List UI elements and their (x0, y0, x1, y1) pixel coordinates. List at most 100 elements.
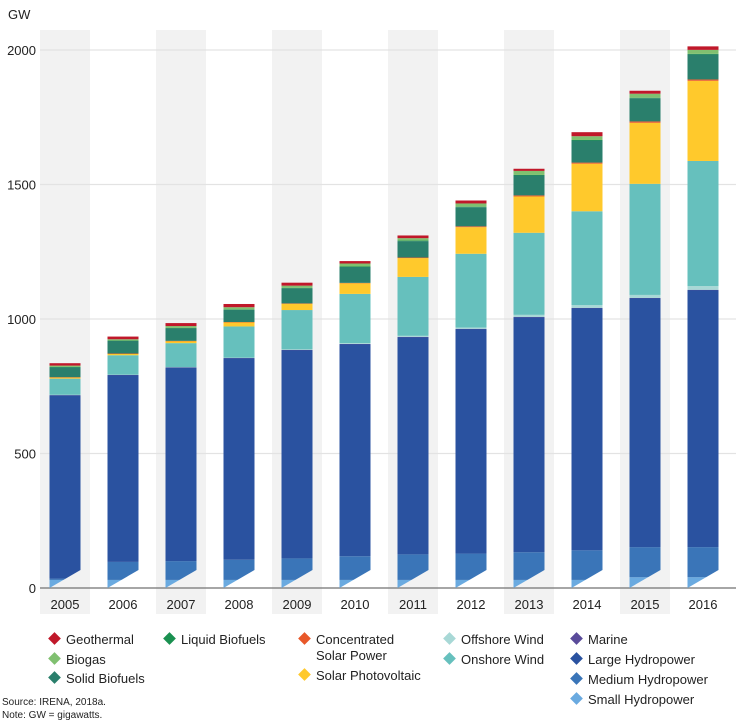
bar-segment-biogas (571, 136, 603, 140)
bar-segment-large-hydropower (629, 298, 661, 548)
bar-segment-biogas (455, 203, 487, 207)
legend-label: Marine (588, 632, 628, 647)
bar-segment-medium-hydropower (687, 547, 719, 578)
bar-segment-solar-photovoltaic (165, 340, 197, 344)
bar-segment-biogas (629, 93, 661, 98)
bar-segment-solar-photovoltaic (223, 322, 255, 327)
bar-2006 (107, 336, 139, 588)
bar-segment-large-hydropower (513, 317, 545, 553)
bar-segment-solid-biofuels (165, 328, 197, 341)
legend-label: Solar Photovoltaic (316, 668, 421, 683)
x-tick-label: 2007 (167, 597, 196, 612)
legend-item: Geothermal (48, 632, 134, 648)
bar-segment-solid-biofuels (339, 267, 371, 283)
bar-segment-onshore-wind (571, 211, 603, 306)
y-tick-label: 2000 (7, 43, 36, 58)
legend-label: Onshore Wind (461, 652, 545, 667)
legend-item: Marine (570, 632, 628, 648)
bar-segment-liquid-biofuels (513, 174, 545, 176)
bar-segment-medium-hydropower (455, 553, 487, 580)
legend-label: Geothermal (66, 632, 134, 647)
x-tick-label: 2008 (225, 597, 254, 612)
bar-segment-onshore-wind (165, 343, 197, 368)
bar-segment-biogas (513, 170, 545, 175)
bar-segment-onshore-wind (513, 232, 545, 315)
bar-segment-solid-biofuels (687, 54, 719, 80)
bar-segment-geothermal (571, 132, 603, 137)
bar-segment-concentrated-solar-power (629, 121, 661, 123)
bar-segment-geothermal (339, 261, 371, 264)
bar-segment-large-hydropower (687, 289, 719, 548)
y-tick-label: 500 (14, 447, 36, 462)
diamond-marker-icon (570, 652, 583, 665)
bar-segment-solar-photovoltaic (571, 163, 603, 212)
diamond-marker-icon (443, 632, 456, 645)
bar-segment-large-hydropower (397, 337, 429, 555)
bar-segment-large-hydropower (107, 374, 139, 562)
bar-segment-geothermal (107, 336, 139, 340)
legend-item: Large Hydropower (570, 652, 695, 668)
bar-2012 (455, 200, 487, 588)
bar-segment-concentrated-solar-power (397, 257, 429, 259)
gw-note: Note: GW = gigawatts. (2, 710, 103, 721)
bar-segment-onshore-wind (49, 378, 81, 395)
bar-segment-solid-biofuels (397, 241, 429, 258)
bar-2007 (165, 323, 197, 588)
bar-segment-biogas (397, 238, 429, 241)
bar-segment-onshore-wind (107, 355, 139, 375)
diamond-marker-icon (443, 652, 456, 665)
bar-segment-solar-photovoltaic (49, 377, 81, 379)
bar-segment-small-hydropower (223, 579, 255, 588)
legend-item: Concentrated Solar Power (298, 632, 426, 664)
legend-item: Offshore Wind (443, 632, 544, 648)
x-tick-label: 2010 (341, 597, 370, 612)
bar-segment-solid-biofuels (49, 367, 81, 378)
bar-segment-geothermal (49, 363, 81, 366)
bar-segment-concentrated-solar-power (455, 226, 487, 228)
bar-segment-solid-biofuels (223, 309, 255, 323)
bar-segment-medium-hydropower (629, 547, 661, 578)
x-tick-label: 2006 (109, 597, 138, 612)
legend-item: Solar Photovoltaic (298, 668, 421, 684)
bar-segment-biogas (223, 307, 255, 310)
legend-label: Medium Hydropower (588, 672, 708, 687)
bar-segment-biogas (687, 49, 719, 54)
bar-segment-solid-biofuels (571, 140, 603, 163)
bar-segment-solar-photovoltaic (339, 283, 371, 294)
diamond-marker-icon (298, 632, 311, 645)
bar-segment-large-hydropower (281, 349, 313, 559)
stacked-bar-chart: 0 500 1000 1500 2000 2005 2006 2007 2008 2009 2010… (7, 7, 736, 614)
bar-segment-solar-photovoltaic (455, 227, 487, 254)
bar-segment-medium-hydropower (223, 559, 255, 580)
bar-segment-biogas (49, 365, 81, 367)
bar-segment-biogas (107, 339, 139, 341)
bar-segment-geothermal (223, 303, 255, 308)
bar-segment-liquid-biofuels (687, 53, 719, 55)
bar-segment-onshore-wind (455, 253, 487, 328)
bar-2008 (223, 303, 255, 588)
bar-segment-medium-hydropower (571, 550, 603, 580)
legend-item: Onshore Wind (443, 652, 545, 668)
bar-segment-liquid-biofuels (455, 206, 487, 208)
diamond-marker-icon (570, 692, 583, 705)
bar-segment-geothermal (629, 90, 661, 94)
bar-segment-small-hydropower (455, 579, 487, 588)
bar-segment-offshore-wind (455, 327, 487, 329)
bar-segment-offshore-wind (571, 305, 603, 308)
bar-segment-geothermal (455, 200, 487, 204)
x-tick-label: 2016 (689, 597, 718, 612)
bar-segment-liquid-biofuels (397, 240, 429, 242)
diamond-marker-icon (48, 632, 61, 645)
bar-segment-medium-hydropower (107, 561, 139, 580)
legend-label: Solid Biofuels (66, 671, 145, 686)
bar-segment-small-hydropower (339, 579, 371, 588)
bar-segment-large-hydropower (49, 395, 81, 579)
bar-segment-geothermal (513, 168, 545, 171)
bar-segment-biogas (281, 285, 313, 288)
bar-segment-onshore-wind (281, 310, 313, 350)
bar-segment-liquid-biofuels (629, 97, 661, 99)
bar-segment-large-hydropower (339, 344, 371, 557)
bar-segment-small-hydropower (107, 579, 139, 588)
bar-segment-large-hydropower (571, 307, 603, 551)
y-tick-label: 1500 (7, 178, 36, 193)
